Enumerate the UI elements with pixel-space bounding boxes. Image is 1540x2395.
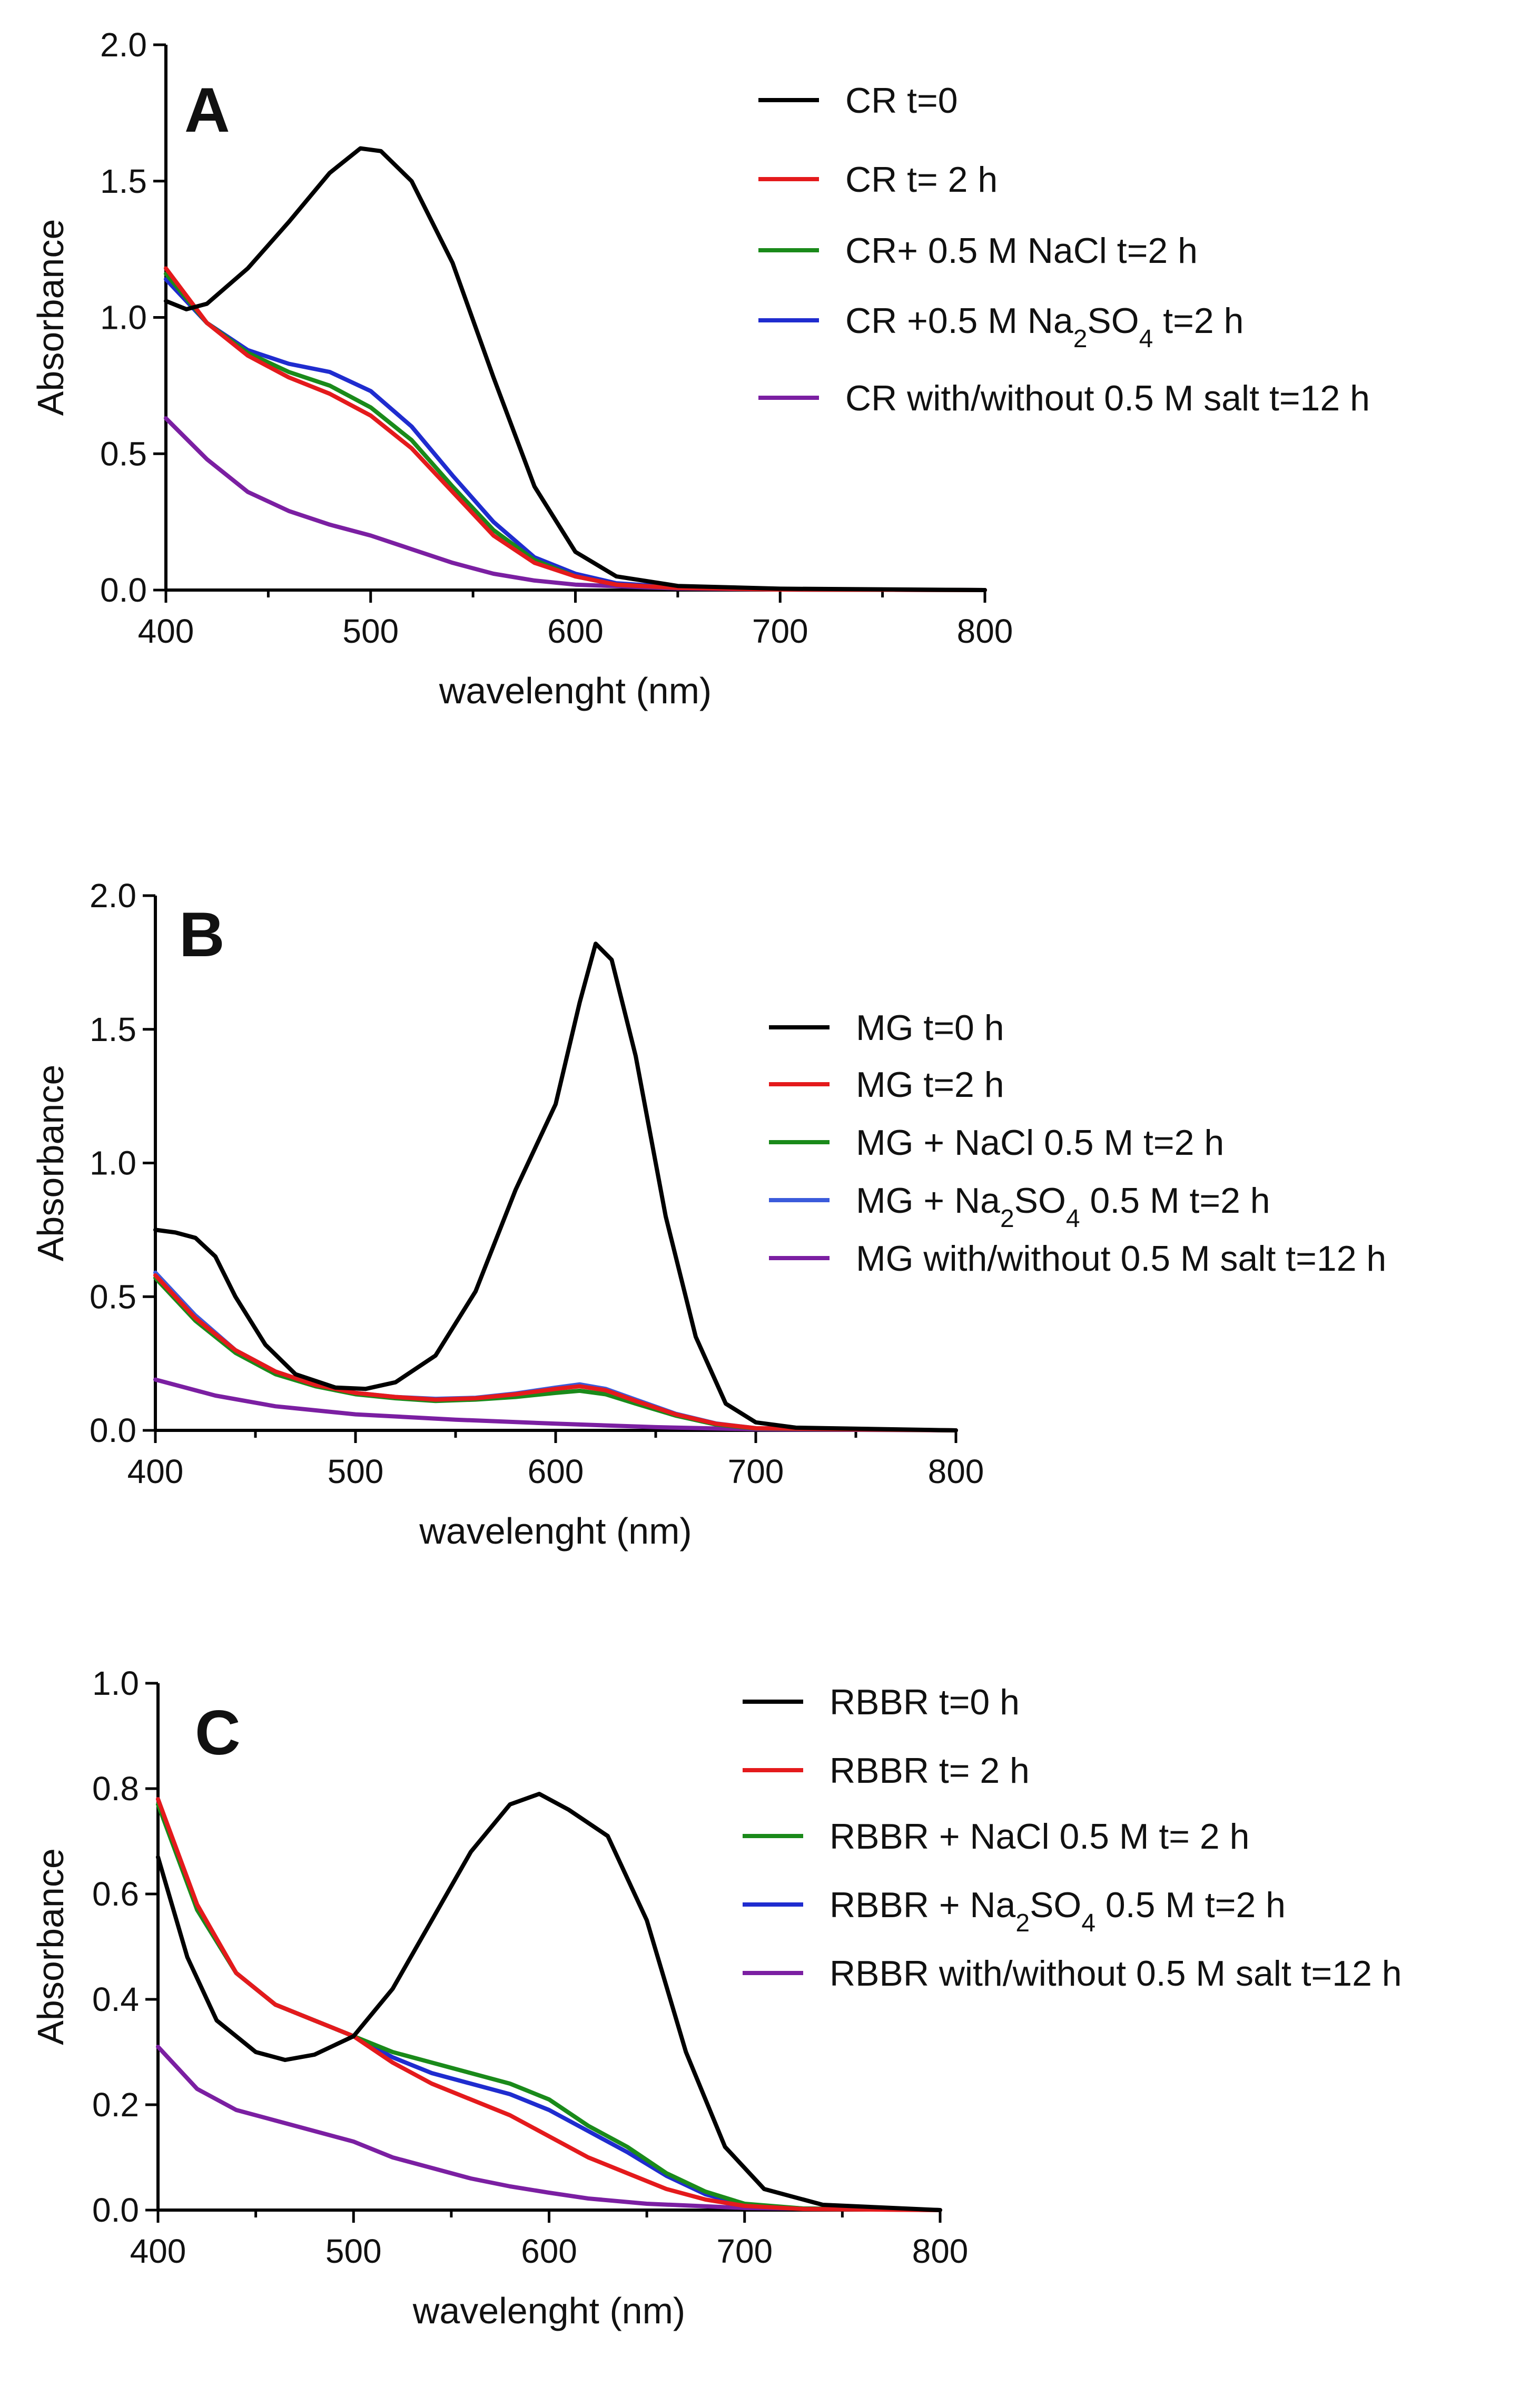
x-tick-label: 600 xyxy=(528,1452,584,1490)
x-tick-label: 400 xyxy=(127,1452,184,1490)
y-tick-label: 1.0 xyxy=(100,299,147,337)
legend-entry: MG t=2 h xyxy=(856,1065,1004,1105)
y-axis-title: Absorbance xyxy=(30,219,71,416)
chart-panel-b: 400 500 600 700 800 0.0 0.5 1.0 1.5 2.0 wavelenght… xyxy=(30,877,1386,1552)
y-tick-label: 0.5 xyxy=(90,1278,136,1316)
x-tick-label: 800 xyxy=(912,2232,969,2270)
legend-entry: CR with/without 0.5 M salt t=12 h xyxy=(845,378,1370,418)
chart-panel-a: 400 500 600 700 800 0.0 0.5 1.0 1.5 2.0 wavelenght… xyxy=(30,26,1370,711)
x-axis-title: wavelenght (nm) xyxy=(412,2290,685,2331)
x-tick-label: 700 xyxy=(728,1452,784,1490)
y-tick-label: 2.0 xyxy=(100,26,147,64)
legend-entry: MG + Na2SO4 0.5 M t=2 h xyxy=(856,1181,1270,1233)
legend-entry: MG t=0 h xyxy=(856,1008,1004,1048)
y-tick-label: 1.0 xyxy=(90,1144,136,1182)
panel-letter: A xyxy=(184,75,230,145)
x-tick-label: 400 xyxy=(138,612,194,650)
legend-entry: CR t=0 xyxy=(845,81,958,121)
y-tick-label: 1.0 xyxy=(92,1664,139,1702)
x-tick-label: 800 xyxy=(957,612,1013,650)
legend-entry: RBBR with/without 0.5 M salt t=12 h xyxy=(830,1954,1402,1994)
legend-entry: MG with/without 0.5 M salt t=12 h xyxy=(856,1239,1386,1279)
legend-entry: RBBR + Na2SO4 0.5 M t=2 h xyxy=(830,1885,1286,1937)
x-tick-label: 600 xyxy=(521,2232,577,2270)
legend-entry: RBBR t= 2 h xyxy=(830,1751,1030,1791)
y-tick-label: 0.0 xyxy=(90,1411,136,1449)
y-axis-title: Absorbance xyxy=(30,1848,71,2045)
y-tick-label: 1.5 xyxy=(90,1010,136,1048)
x-tick-label: 800 xyxy=(928,1452,984,1490)
series-line xyxy=(156,2045,942,2212)
legend-entry: RBBR t=0 h xyxy=(830,1682,1020,1722)
series-line xyxy=(156,1802,942,2212)
y-tick-label: 2.0 xyxy=(90,877,136,915)
x-axis-title: wavelenght (nm) xyxy=(419,1510,692,1552)
x-tick-label: 500 xyxy=(328,1452,384,1490)
series-line xyxy=(153,1377,958,1432)
legend-entry: CR+ 0.5 M NaCl t=2 h xyxy=(845,231,1198,271)
series-line xyxy=(156,1792,942,2212)
series-line xyxy=(153,941,958,1432)
legend-entry: CR +0.5 M Na2SO4 t=2 h xyxy=(845,301,1243,353)
panel-letter: B xyxy=(179,899,225,970)
y-tick-label: 0.5 xyxy=(100,435,147,473)
series-line xyxy=(164,416,987,592)
y-tick-label: 0.2 xyxy=(92,2086,139,2124)
y-tick-label: 0.6 xyxy=(92,1875,139,1913)
x-axis-title: wavelenght (nm) xyxy=(439,670,712,711)
x-tick-label: 500 xyxy=(325,2232,382,2270)
x-tick-label: 400 xyxy=(130,2232,186,2270)
y-axis-title: Absorbance xyxy=(30,1065,71,1262)
series-line xyxy=(156,1797,942,2212)
panel-letter: C xyxy=(195,1697,241,1768)
y-tick-label: 0.0 xyxy=(100,571,147,609)
x-tick-label: 500 xyxy=(342,612,399,650)
legend-entry: RBBR + NaCl 0.5 M t= 2 h xyxy=(830,1817,1249,1857)
x-tick-label: 700 xyxy=(752,612,808,650)
legend-entry: MG + NaCl 0.5 M t=2 h xyxy=(856,1123,1224,1163)
series-line xyxy=(153,1273,958,1432)
chart-panel-c: 400 500 600 700 800 0.0 0.2 0.4 0.6 0.8 1.0 wavelen… xyxy=(30,1664,1402,2331)
series-line xyxy=(164,146,987,592)
series-line xyxy=(164,266,987,592)
x-tick-label: 600 xyxy=(547,612,604,650)
y-tick-label: 0.8 xyxy=(92,1770,139,1808)
x-tick-label: 700 xyxy=(716,2232,773,2270)
legend-entry: CR t= 2 h xyxy=(845,160,998,200)
y-tick-label: 0.0 xyxy=(92,2191,139,2229)
y-tick-label: 0.4 xyxy=(92,1980,139,2018)
y-tick-label: 1.5 xyxy=(100,162,147,200)
